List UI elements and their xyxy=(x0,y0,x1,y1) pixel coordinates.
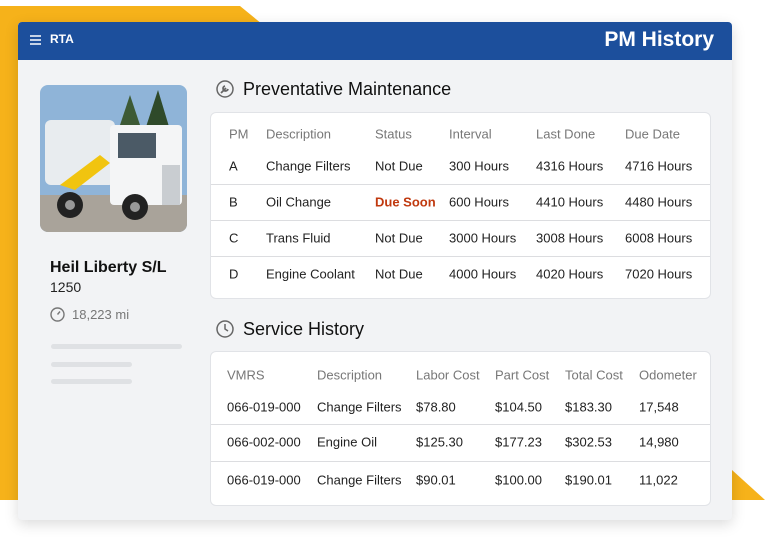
table-cell: Oil Change xyxy=(266,194,332,210)
table-cell: 4716 Hours xyxy=(625,158,693,174)
app-name: RTA xyxy=(50,32,74,46)
column-header: Due Date xyxy=(625,126,680,142)
page-title: PM History xyxy=(604,28,714,51)
table-cell: $90.01 xyxy=(416,472,456,488)
window: RTA PM History Heil Liberty S/L 1250 18,… xyxy=(18,22,732,520)
table-cell: B xyxy=(229,194,238,210)
row-divider xyxy=(211,184,710,185)
table-cell: 4316 Hours xyxy=(536,158,604,174)
table-cell: 7020 Hours xyxy=(625,266,693,282)
table-cell: Not Due xyxy=(375,266,423,282)
column-header: Interval xyxy=(449,126,492,142)
column-header: Status xyxy=(375,126,412,142)
column-header: PM xyxy=(229,126,249,142)
table-cell: 066-019-000 xyxy=(227,399,301,415)
table-cell: $78.80 xyxy=(416,399,456,415)
table-cell: Change Filters xyxy=(317,399,402,415)
table-cell: 066-019-000 xyxy=(227,472,301,488)
placeholder-line xyxy=(51,362,132,367)
column-header: VMRS xyxy=(227,367,265,383)
placeholder-line xyxy=(51,379,132,384)
column-header: Part Cost xyxy=(495,367,550,383)
table-cell: 3000 Hours xyxy=(449,230,517,246)
service-table: VMRS Description Labor Cost Part Cost Total … xyxy=(210,351,711,506)
vehicle-name: Heil Liberty S/L xyxy=(50,259,167,276)
table-cell: D xyxy=(229,266,239,282)
menu-icon[interactable] xyxy=(30,34,42,46)
table-cell: $104.50 xyxy=(495,399,542,415)
header-bar: RTA PM History xyxy=(18,22,732,60)
table-cell: $177.23 xyxy=(495,434,542,450)
section-title: Service History xyxy=(243,319,365,339)
column-header: Total Cost xyxy=(565,367,623,383)
row-divider xyxy=(211,220,710,221)
table-cell: 3008 Hours xyxy=(536,230,604,246)
table-cell: A xyxy=(229,158,238,174)
table-cell: 6008 Hours xyxy=(625,230,693,246)
placeholder-line xyxy=(51,344,182,349)
table-cell: Not Due xyxy=(375,230,423,246)
row-divider xyxy=(211,461,710,462)
section-title: Preventative Maintenance xyxy=(243,79,452,99)
vehicle-number: 1250 xyxy=(50,279,82,295)
table-cell: Change Filters xyxy=(266,158,351,174)
truck-photo xyxy=(40,85,187,232)
table-cell: $190.01 xyxy=(565,472,612,488)
column-header: Description xyxy=(317,367,383,383)
wrench-icon xyxy=(216,80,234,98)
table-cell: $183.30 xyxy=(565,399,612,415)
mileage: 18,223 mi xyxy=(72,307,130,322)
table-cell: Change Filters xyxy=(317,472,402,488)
table-cell: 600 Hours xyxy=(449,194,509,210)
table-cell: 4000 Hours xyxy=(449,266,517,282)
column-header: Odometer xyxy=(639,367,697,383)
table-cell: 4020 Hours xyxy=(536,266,604,282)
table-cell: 4410 Hours xyxy=(536,194,604,210)
table-cell: $125.30 xyxy=(416,434,463,450)
table-cell: Not Due xyxy=(375,158,423,174)
table-cell: $302.53 xyxy=(565,434,612,450)
table-cell: 14,980 xyxy=(639,434,679,450)
clock-icon xyxy=(216,320,234,338)
table-cell: Due Soon xyxy=(375,194,436,210)
row-divider xyxy=(211,424,710,425)
table-cell: 300 Hours xyxy=(449,158,509,174)
table-cell: Engine Coolant xyxy=(266,266,355,282)
table-cell: 066-002-000 xyxy=(227,434,301,450)
table-cell: Engine Oil xyxy=(317,434,377,450)
table-cell: $100.00 xyxy=(495,472,542,488)
table-cell: 11,022 xyxy=(639,472,678,488)
pm-table: PM Description Status Interval Last Done Due … xyxy=(210,112,711,299)
table-cell: Trans Fluid xyxy=(266,230,331,246)
table-cell: C xyxy=(229,230,239,246)
column-header: Labor Cost xyxy=(416,367,480,383)
row-divider xyxy=(211,256,710,257)
column-header: Description xyxy=(266,126,332,142)
odometer-icon xyxy=(50,307,65,322)
table-cell: 17,548 xyxy=(639,399,679,415)
column-header: Last Done xyxy=(536,126,596,142)
table-cell: 4480 Hours xyxy=(625,194,693,210)
